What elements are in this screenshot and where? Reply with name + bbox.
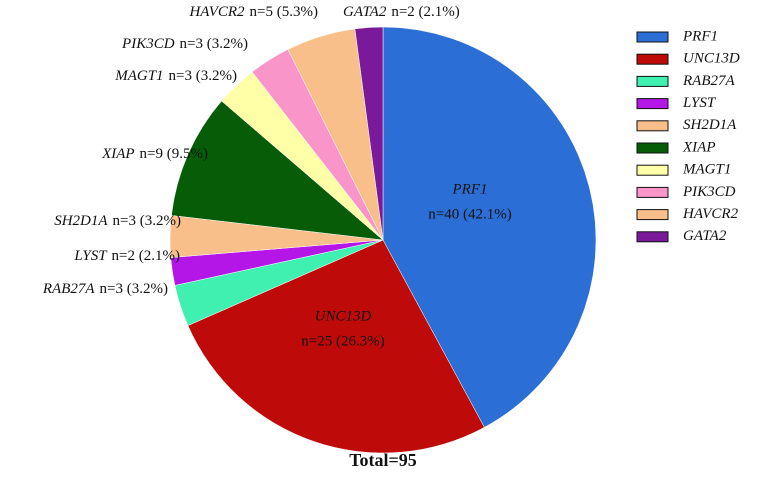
slice-label: n=25 (26.3%) bbox=[301, 333, 384, 349]
slice-name: UNC13D bbox=[315, 308, 372, 324]
legend-label: XIAP bbox=[682, 139, 715, 155]
slice-name: MAGT1 bbox=[114, 68, 163, 84]
slice-name: GATA2 bbox=[343, 4, 387, 20]
slice-label-group: PIK3CD n=3 (3.2%) bbox=[121, 36, 248, 52]
slice-name: HAVCR2 bbox=[188, 4, 245, 20]
slice-label-group: LYST n=2 (2.1%) bbox=[73, 248, 180, 264]
slice-label: n=40 (42.1%) bbox=[428, 206, 511, 222]
legend-swatch bbox=[636, 53, 669, 65]
legend-label: GATA2 bbox=[683, 228, 727, 244]
legend-label: UNC13D bbox=[683, 51, 740, 67]
slice-label: n=2 (2.1%) bbox=[391, 4, 459, 20]
legend-label: PIK3CD bbox=[682, 184, 736, 200]
legend-swatch bbox=[636, 31, 669, 43]
slice-name: SH2D1A bbox=[54, 213, 108, 229]
slice-label: n=3 (3.2%) bbox=[180, 36, 248, 52]
legend-label: RAB27A bbox=[682, 73, 735, 89]
slice-label: n=3 (3.2%) bbox=[113, 213, 181, 229]
legend-swatch bbox=[636, 75, 669, 87]
legend-swatch bbox=[636, 186, 669, 198]
slice-name: RAB27A bbox=[42, 281, 95, 297]
legend-label: MAGT1 bbox=[682, 162, 731, 178]
slice-label-group: HAVCR2 n=5 (5.3%) bbox=[188, 4, 318, 20]
chart-footer: Total=95 bbox=[349, 450, 417, 470]
legend-label: HAVCR2 bbox=[682, 206, 739, 222]
pie-slice bbox=[354, 26, 384, 241]
legend-swatch bbox=[636, 231, 669, 243]
slice-label-group: SH2D1A n=3 (3.2%) bbox=[54, 213, 181, 229]
slice-name: LYST bbox=[73, 248, 108, 264]
slice-name: PRF1 bbox=[452, 181, 488, 197]
legend-label: LYST bbox=[682, 95, 717, 111]
slice-label: n=9 (9.5%) bbox=[140, 146, 208, 162]
legend-label: SH2D1A bbox=[683, 117, 737, 133]
legend-swatch bbox=[636, 98, 669, 110]
slice-label: n=5 (5.3%) bbox=[250, 4, 318, 20]
slice-label-group: MAGT1 n=3 (3.2%) bbox=[114, 68, 237, 84]
slice-label-group: XIAP n=9 (9.5%) bbox=[101, 146, 208, 162]
slice-label: n=3 (3.2%) bbox=[169, 68, 237, 84]
legend-swatch bbox=[636, 120, 669, 132]
slice-label: n=2 (2.1%) bbox=[112, 248, 180, 264]
slice-name: XIAP bbox=[101, 146, 134, 162]
legend-swatch bbox=[636, 209, 669, 221]
legend-swatch bbox=[636, 142, 669, 154]
slice-label-group: GATA2 n=2 (2.1%) bbox=[343, 4, 460, 20]
legend-label: PRF1 bbox=[682, 28, 718, 44]
slice-label: n=3 (3.2%) bbox=[100, 281, 168, 297]
legend-swatch bbox=[636, 164, 669, 176]
pie-slice bbox=[382, 26, 597, 428]
pie-slice bbox=[171, 100, 384, 241]
slice-label-group: RAB27A n=3 (3.2%) bbox=[42, 281, 168, 297]
slice-name: PIK3CD bbox=[121, 36, 175, 52]
